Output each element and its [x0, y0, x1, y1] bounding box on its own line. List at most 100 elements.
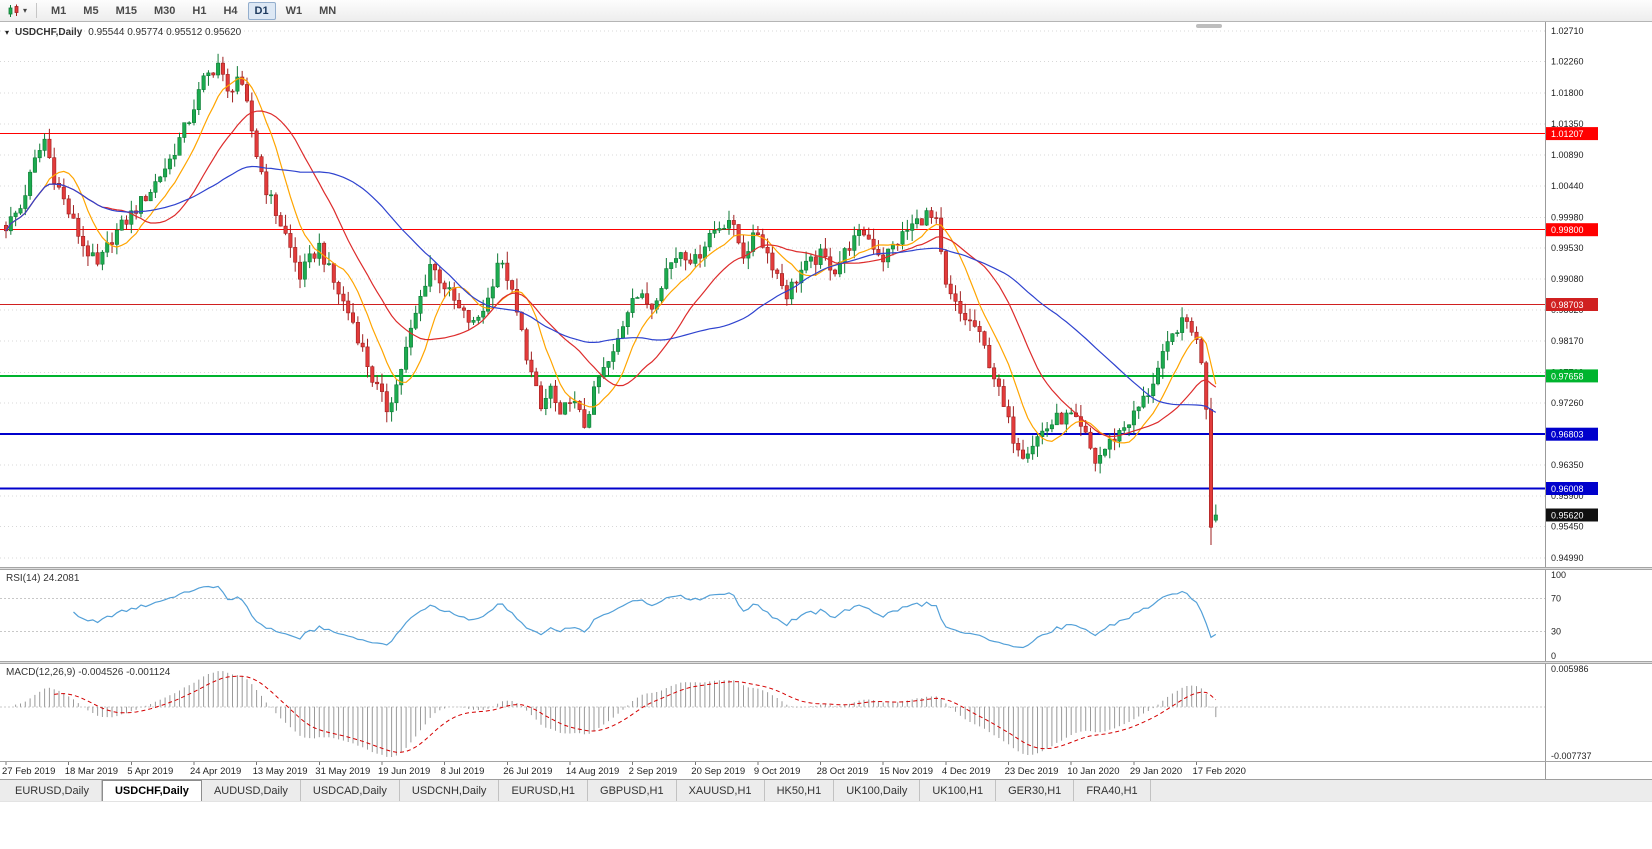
candle	[635, 297, 640, 299]
tab-eurusd-daily[interactable]: EURUSD,Daily	[3, 780, 102, 801]
tab-xauusd-h1[interactable]: XAUUSD,H1	[677, 780, 765, 801]
price-axis-label: 0.99080	[1551, 274, 1584, 284]
candle	[910, 223, 915, 231]
tab-usdchf-daily[interactable]: USDCHF,Daily	[101, 780, 202, 801]
tab-fra40-h1[interactable]: FRA40,H1	[1074, 780, 1151, 801]
candle	[1069, 412, 1074, 415]
macd-histogram	[15, 671, 1217, 757]
macd-axis-max-label: 0.005986	[1551, 664, 1589, 674]
candle	[47, 138, 52, 158]
macd-signal-line	[54, 675, 1217, 753]
candle	[139, 196, 144, 214]
timeframe-button-m5[interactable]: M5	[83, 4, 99, 17]
horizontal-lines-layer	[0, 133, 1545, 490]
tab-gbpusd-h1[interactable]: GBPUSD,H1	[588, 780, 677, 801]
price-axis-label: 0.95900	[1551, 491, 1584, 501]
candle	[28, 171, 33, 196]
price-chart-panel[interactable]: 1.02710 1.02260 1.01800 1.01350 1.00890 1.004…	[0, 22, 1652, 567]
candle	[249, 100, 254, 132]
timeframe-button-w1[interactable]: W1	[285, 4, 303, 17]
candle	[558, 402, 563, 415]
macd-indicator-panel[interactable]: 0.005986 -0.007737 MACD(12,26,9) -0.00452…	[0, 664, 1652, 761]
timeframe-button-h4[interactable]: H4	[223, 4, 238, 17]
candle	[1030, 445, 1035, 455]
chart-type-tool[interactable]: ▾	[5, 4, 29, 18]
candle	[336, 282, 341, 295]
timeframe-button-m30[interactable]: M30	[153, 4, 176, 17]
candle	[813, 256, 818, 265]
candle	[857, 229, 862, 236]
candle	[76, 218, 81, 237]
date-axis-label: 23 Dec 2019	[1005, 766, 1059, 777]
candle	[52, 157, 57, 184]
timeframe-button-h1[interactable]: H1	[192, 4, 207, 17]
candle	[722, 228, 727, 230]
date-axis-label: 28 Oct 2019	[817, 766, 869, 777]
hline-price-tag	[1546, 369, 1598, 383]
tab-eurusd-h1[interactable]: EURUSD,H1	[499, 780, 589, 801]
chevron-down-icon[interactable]: ▾	[23, 6, 28, 15]
timeframe-button-d1[interactable]: D1	[247, 1, 276, 20]
candle	[350, 312, 355, 323]
candle	[245, 84, 250, 102]
candle	[510, 280, 515, 290]
price-chart-canvas[interactable]: 1.02710 1.02260 1.01800 1.01350 1.00890 1.004…	[0, 22, 1652, 567]
tab-usdcnh-daily[interactable]: USDCNH,Daily	[400, 780, 500, 801]
tab-uk100-daily[interactable]: UK100,Daily	[834, 780, 921, 801]
tab-usdcad-daily[interactable]: USDCAD,Daily	[301, 780, 400, 801]
rsi-indicator-panel[interactable]: 100 70 30 0 RSI(14) 24.2081	[0, 570, 1652, 661]
candle	[18, 208, 23, 214]
timeframe-button-m15[interactable]: M15	[115, 4, 137, 17]
candle	[428, 264, 433, 287]
price-axis-label: 1.00440	[1551, 181, 1584, 191]
candle	[996, 378, 1001, 387]
candle	[283, 225, 288, 234]
timeframe-button-m1[interactable]: M1	[51, 4, 67, 17]
candle	[967, 319, 972, 322]
candle	[534, 371, 539, 387]
candle	[105, 242, 110, 253]
candle	[1016, 442, 1021, 451]
candle	[1006, 406, 1011, 418]
candle	[934, 217, 939, 219]
candle	[741, 242, 746, 259]
one-click-trading-caret[interactable]: ▾	[5, 28, 10, 37]
panel-separator[interactable]	[0, 661, 1652, 664]
candle	[90, 252, 95, 257]
candle	[192, 109, 197, 123]
rsi-axis-label: 100	[1551, 570, 1566, 580]
candlestick-chart-icon[interactable]	[7, 4, 21, 18]
candle	[481, 310, 486, 318]
tab-hk50-h1[interactable]: HK50,H1	[765, 780, 835, 801]
price-axis-label: 0.97260	[1551, 398, 1584, 408]
price-axis-label: 1.01800	[1551, 88, 1584, 98]
candle	[611, 351, 616, 362]
candle	[982, 331, 987, 346]
price-axis-label: 0.99980	[1551, 212, 1584, 222]
candle	[71, 213, 76, 219]
candle	[563, 402, 568, 415]
candle	[235, 76, 240, 92]
candle	[418, 295, 423, 314]
candle	[958, 300, 963, 314]
tab-audusd-daily[interactable]: AUDUSD,Daily	[202, 780, 301, 801]
panel-separator[interactable]	[0, 567, 1652, 570]
chart-scrollbar-thumb[interactable]	[1196, 24, 1222, 28]
date-axis-label: 24 Apr 2019	[190, 766, 241, 777]
candle	[1151, 383, 1156, 396]
rsi-axis-label: 0	[1551, 651, 1556, 661]
tab-uk100-h1[interactable]: UK100,H1	[920, 780, 997, 801]
candle	[726, 220, 731, 229]
candle	[201, 75, 206, 90]
candle	[678, 252, 683, 259]
tab-ger30-h1[interactable]: GER30,H1	[996, 780, 1075, 801]
ma-9-line	[5, 77, 1217, 444]
candle	[399, 368, 404, 386]
candle	[216, 62, 221, 76]
candle	[852, 235, 857, 251]
candle	[731, 220, 736, 225]
timeframe-button-mn[interactable]: MN	[319, 4, 337, 17]
candle	[1175, 332, 1180, 335]
candle	[220, 62, 225, 75]
candle	[148, 192, 153, 202]
